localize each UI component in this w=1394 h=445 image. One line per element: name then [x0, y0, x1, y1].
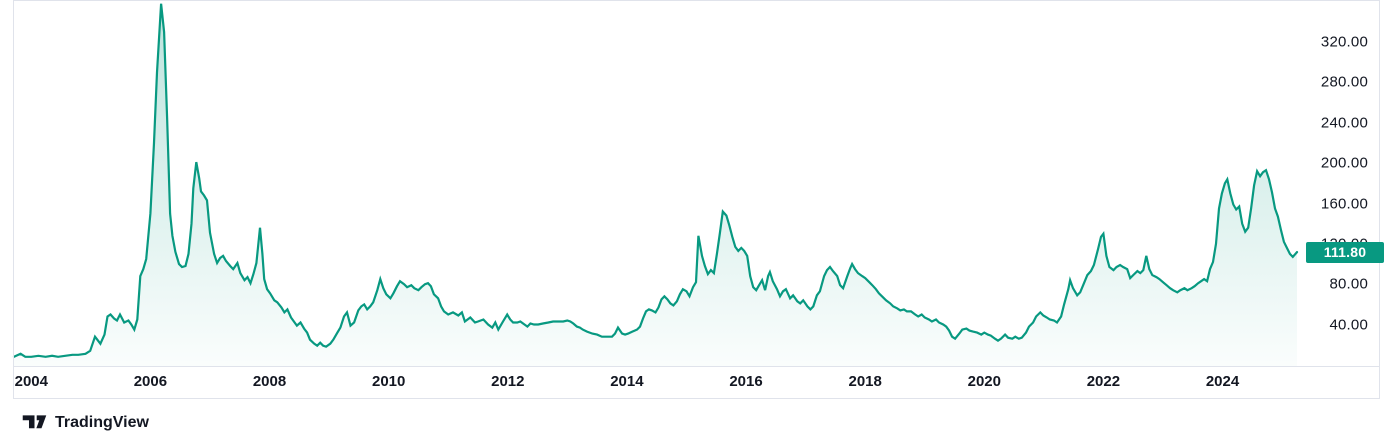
time-tick-label: 2022: [1086, 373, 1121, 390]
price-tick-label: 240.00: [1320, 114, 1368, 132]
price-tick-label: 320.00: [1320, 33, 1368, 51]
time-tick-label: 2012: [491, 373, 525, 390]
attribution[interactable]: TradingView: [22, 411, 149, 435]
last-price-value: 111.80: [1323, 244, 1367, 261]
price-tick-label: 160.00: [1320, 195, 1368, 212]
tradingview-logo-icon: [22, 414, 47, 428]
time-tick-label: 2018: [848, 373, 882, 390]
time-tick-label: 2010: [372, 373, 406, 390]
price-line: [12, 3, 1299, 358]
time-tick-label: 2014: [610, 373, 644, 390]
time-tick-label: 2006: [133, 373, 168, 390]
time-tick-label: 2024: [1205, 373, 1240, 390]
price-tick-label: 280.00: [1320, 73, 1368, 91]
time-tick-label: 2020: [967, 373, 1001, 390]
time-tick-label: 2016: [729, 373, 763, 390]
attribution-label: TradingView: [55, 414, 149, 431]
price-tick-label: 40.00: [1329, 316, 1368, 333]
time-tick-label: 2008: [252, 373, 287, 390]
area-fill: [14, 3, 1297, 366]
price-tick-label: 80.00: [1329, 275, 1368, 293]
time-axis-separator: [13, 366, 1380, 367]
last-price-badge: 111.80: [1306, 241, 1384, 263]
price-area-chart[interactable]: [0, 0, 1394, 366]
price-tick-label: 200.00: [1320, 154, 1368, 172]
time-tick-label: 2004: [14, 373, 48, 390]
